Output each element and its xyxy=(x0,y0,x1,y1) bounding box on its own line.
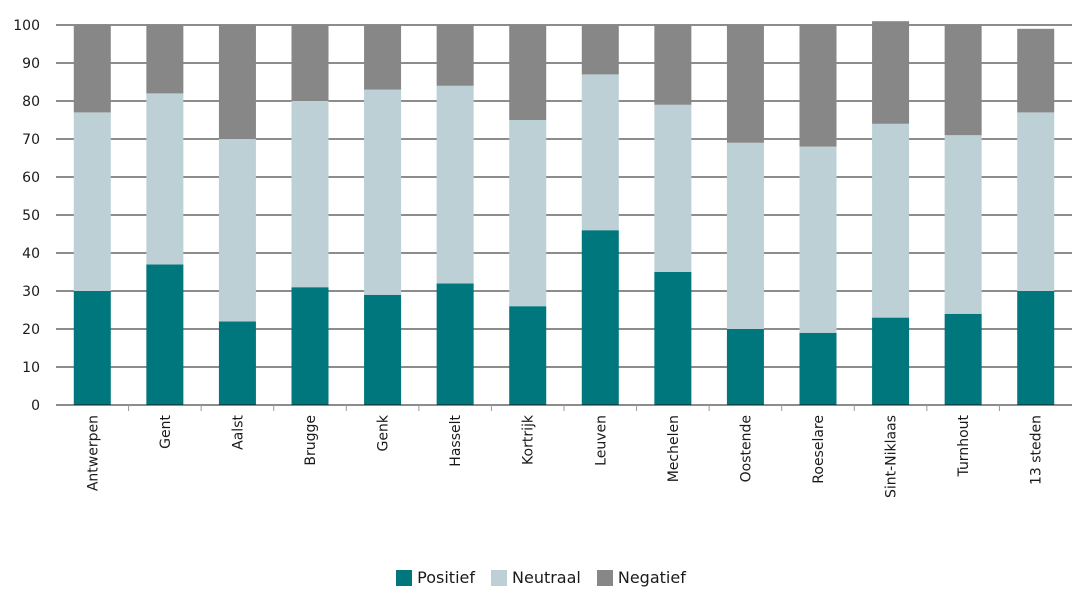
bar-positief-roeselare xyxy=(799,332,837,405)
legend-swatch xyxy=(396,569,413,586)
x-category-label: Aalst xyxy=(230,415,246,450)
bar-neutraal-oostende xyxy=(726,142,764,329)
bar-positief-kortrijk xyxy=(509,306,547,405)
y-tick-label: 70 xyxy=(22,132,40,148)
x-category-labels: Antwerpen Gent Aalst Brugge Genk Hasselt Kortr… xyxy=(85,414,1044,498)
bars xyxy=(73,21,1055,405)
y-tick-label: 0 xyxy=(31,398,40,414)
y-tick-label: 40 xyxy=(22,246,40,262)
y-tick-label: 30 xyxy=(22,284,40,300)
bar-negatief-aalst xyxy=(218,25,256,139)
x-category-label: Genk xyxy=(376,414,392,451)
x-category-label: 13 steden xyxy=(1029,415,1045,485)
x-category-label: Antwerpen xyxy=(85,415,101,491)
bar-negatief-roeselare xyxy=(799,25,837,147)
bar-positief-genk xyxy=(364,294,402,405)
bar-negatief-kortrijk xyxy=(509,25,547,120)
x-category-label: Brugge xyxy=(303,415,319,466)
bar-neutraal-antwerpen xyxy=(73,112,111,292)
legend-item-neutraal: Neutraal xyxy=(491,568,581,587)
bar-neutraal-13-steden xyxy=(1017,112,1055,292)
legend-label: Negatief xyxy=(617,568,686,587)
y-tick-label: 80 xyxy=(22,94,40,110)
x-category-label: Gent xyxy=(158,414,174,448)
bar-neutraal-leuven xyxy=(581,74,619,231)
bar-positief-gent xyxy=(146,264,184,405)
bar-positief-turnhout xyxy=(944,313,982,405)
bar-neutraal-genk xyxy=(364,89,402,295)
x-category-label: Oostende xyxy=(738,415,754,482)
bar-neutraal-mechelen xyxy=(654,104,692,272)
bar-positief-antwerpen xyxy=(73,291,111,405)
x-category-label: Hasselt xyxy=(448,414,464,466)
bar-neutraal-aalst xyxy=(218,139,256,322)
legend-item-negatief: Negatief xyxy=(596,568,686,587)
stacked-bar-chart: 0 10 20 30 40 50 60 70 80 90 100 Antwerpen Gent Aals… xyxy=(13,18,1072,498)
legend-swatch xyxy=(596,569,613,586)
bar-negatief-antwerpen xyxy=(73,25,111,113)
bar-negatief-brugge xyxy=(291,25,329,101)
bar-negatief-turnhout xyxy=(944,25,982,136)
x-category-label: Leuven xyxy=(593,415,609,466)
y-tick-labels: 0 10 20 30 40 50 60 70 80 90 100 xyxy=(13,18,40,414)
bar-positief-13-steden xyxy=(1017,291,1055,405)
bar-neutraal-sint-niklaas xyxy=(872,123,910,318)
legend-item-positief: Positief xyxy=(396,568,475,587)
bar-positief-oostende xyxy=(726,329,764,405)
bar-positief-aalst xyxy=(218,321,256,405)
y-tick-label: 100 xyxy=(13,18,40,34)
bar-positief-leuven xyxy=(581,230,619,405)
gridlines xyxy=(56,24,1072,368)
y-tick-label: 20 xyxy=(22,322,40,338)
bar-negatief-sint-niklaas xyxy=(872,21,910,124)
y-tick-label: 90 xyxy=(22,56,40,72)
legend-label: Neutraal xyxy=(512,568,581,587)
bar-positief-sint-niklaas xyxy=(872,317,910,405)
bar-negatief-mechelen xyxy=(654,25,692,105)
legend: Positief Neutraal Negatief xyxy=(0,568,1082,587)
x-category-label: Sint-Niklaas xyxy=(884,415,900,498)
bar-neutraal-brugge xyxy=(291,101,329,288)
x-category-label: Kortrijk xyxy=(521,414,537,465)
y-tick-label: 50 xyxy=(22,208,40,224)
legend-swatch xyxy=(491,569,507,586)
bar-neutraal-kortrijk xyxy=(509,120,547,307)
x-category-label: Mechelen xyxy=(666,415,682,482)
bar-negatief-hasselt xyxy=(436,25,474,86)
y-tick-label: 10 xyxy=(22,360,40,376)
bar-negatief-13-steden xyxy=(1017,28,1055,113)
bar-negatief-gent xyxy=(146,25,184,94)
bar-negatief-genk xyxy=(364,25,402,90)
bar-negatief-oostende xyxy=(726,25,764,143)
bar-neutraal-hasselt xyxy=(436,85,474,284)
bar-positief-brugge xyxy=(291,287,329,405)
bar-positief-hasselt xyxy=(436,283,474,405)
y-tick-label: 60 xyxy=(22,170,40,186)
bar-negatief-leuven xyxy=(581,25,619,75)
axes xyxy=(56,404,1072,411)
legend-label: Positief xyxy=(417,568,475,587)
bar-neutraal-turnhout xyxy=(944,135,982,314)
x-category-label: Roeselare xyxy=(811,415,827,484)
bar-neutraal-roeselare xyxy=(799,146,837,333)
bar-neutraal-gent xyxy=(146,93,184,265)
x-category-label: Turnhout xyxy=(956,414,972,477)
bar-positief-mechelen xyxy=(654,272,692,405)
